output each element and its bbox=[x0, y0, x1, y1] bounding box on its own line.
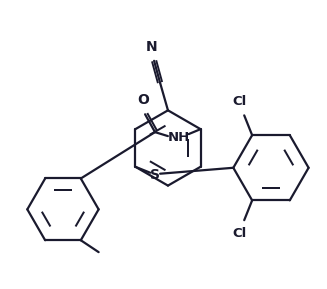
Text: O: O bbox=[137, 93, 149, 107]
Text: Cl: Cl bbox=[232, 95, 246, 108]
Text: N: N bbox=[145, 40, 157, 54]
Text: S: S bbox=[150, 168, 160, 182]
Text: Cl: Cl bbox=[232, 227, 246, 240]
Text: NH: NH bbox=[168, 131, 190, 144]
